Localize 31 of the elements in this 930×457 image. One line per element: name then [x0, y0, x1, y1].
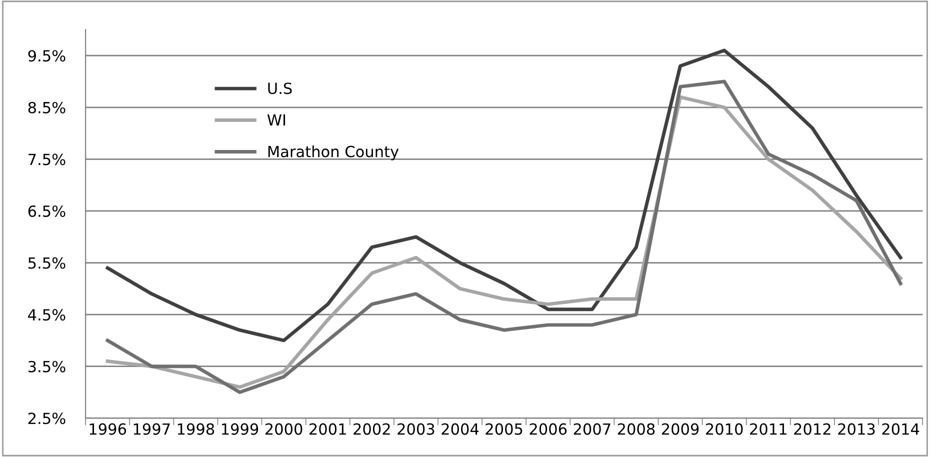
- x-tick-label: 2005: [486, 423, 522, 435]
- y-tick-label: 3.5%: [28, 360, 66, 372]
- x-tick-label: 2000: [265, 423, 302, 435]
- x-tick-label: 1996: [90, 423, 126, 435]
- legend-label: U.S: [268, 82, 292, 94]
- x-tick-label: 2014: [882, 423, 920, 435]
- x-tick-label: 1997: [134, 423, 170, 435]
- y-tick-label: 5.5%: [28, 257, 66, 269]
- y-tick-label: 6.5%: [28, 205, 66, 218]
- x-tick-label: 2006: [530, 423, 567, 435]
- y-tick-label: 4.5%: [28, 309, 66, 321]
- y-tick-label: 9.5%: [28, 50, 66, 62]
- y-tick-label: 2.5%: [28, 412, 66, 424]
- x-tick-label: 2008: [618, 423, 655, 435]
- x-tick-label: 2007: [574, 423, 610, 435]
- x-tick-label: 2010: [706, 423, 743, 435]
- x-tick-label: 2009: [662, 423, 699, 435]
- x-tick-label: 2011: [750, 423, 786, 435]
- y-tick-label: 7.5%: [28, 154, 66, 166]
- legend-label: WI: [267, 114, 286, 126]
- legend-label: Marathon County: [268, 145, 399, 160]
- x-tick-label: 2004: [442, 423, 479, 435]
- line-series: [106, 48, 902, 342]
- x-tick-label: 1998: [178, 423, 214, 435]
- x-tick-label: 2003: [398, 423, 434, 435]
- x-tick-label: 2012: [794, 423, 830, 435]
- x-tick-label: 2013: [838, 423, 875, 435]
- x-tick-label: 2002: [354, 423, 390, 435]
- x-tick-label: 1999: [222, 423, 258, 435]
- y-tick-label: 8.5%: [28, 102, 66, 114]
- x-tick-label: 2001: [310, 423, 346, 435]
